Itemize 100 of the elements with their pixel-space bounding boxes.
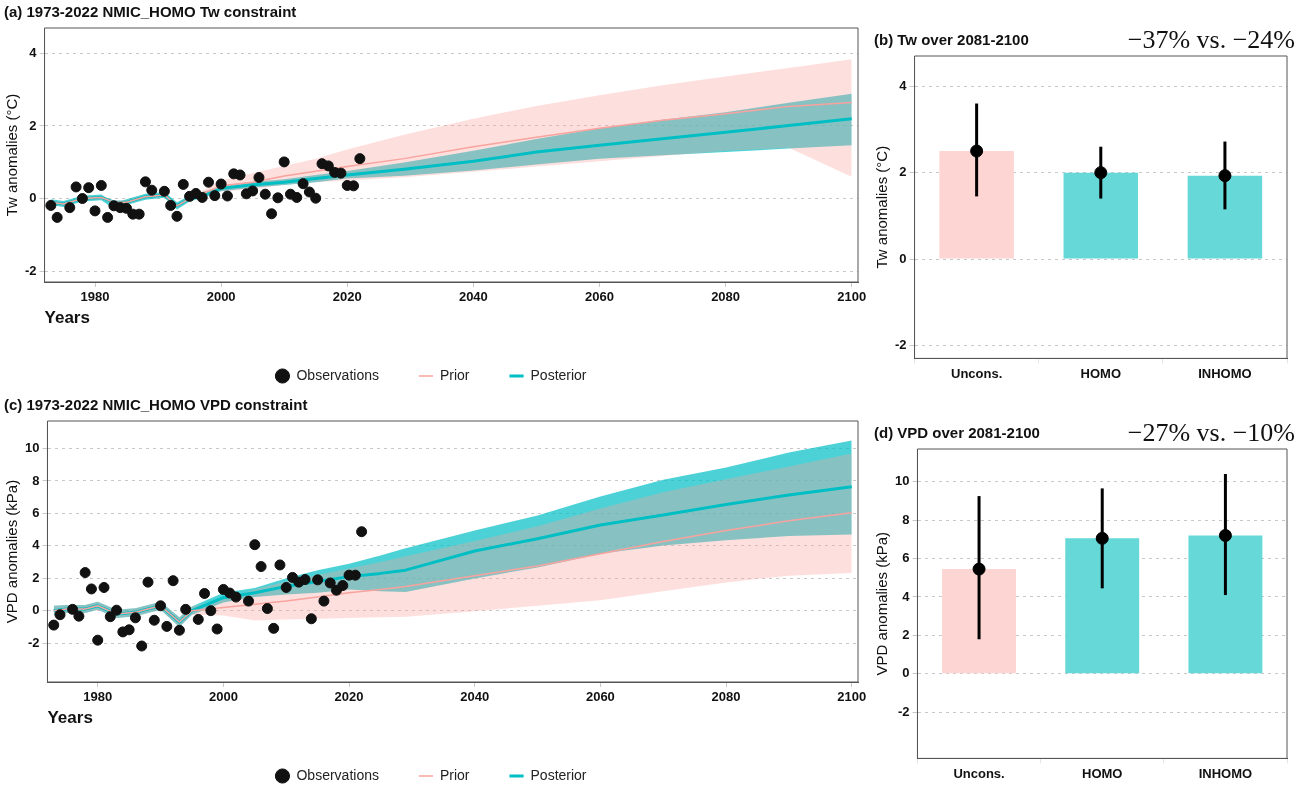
x-tick-label: Uncons. — [950, 365, 1003, 381]
point — [274, 559, 286, 571]
y-tick-label: 4 — [29, 44, 38, 60]
point — [89, 205, 101, 217]
point — [173, 624, 185, 636]
y-tick-label: 4 — [32, 537, 41, 553]
point — [221, 190, 233, 202]
legend-label: Observations — [296, 366, 379, 383]
x-tick-label: 2000 — [206, 289, 236, 305]
point — [259, 188, 271, 200]
x-axis-title: Years — [44, 308, 90, 328]
point — [83, 182, 95, 194]
legend-label: Prior — [439, 766, 470, 783]
x-tick-label: 2080 — [711, 689, 741, 705]
y-axis-title: Tw anomalies (°C) — [873, 145, 891, 269]
point — [299, 574, 311, 586]
point — [85, 583, 97, 595]
y-tick-label: 2 — [29, 117, 37, 133]
bar — [942, 569, 1016, 674]
point — [196, 191, 208, 203]
x-tick-label: 2040 — [460, 689, 490, 705]
point — [215, 178, 227, 190]
text: −37% vs. −24% — [1127, 24, 1295, 54]
point — [111, 604, 123, 616]
point — [1094, 166, 1108, 180]
point — [67, 603, 79, 615]
x-tick-label: 2040 — [458, 289, 488, 305]
y-tick-label: 6 — [902, 550, 910, 566]
point — [203, 176, 215, 188]
x-tick-label: HOMO — [1080, 365, 1122, 381]
y-tick-label: 0 — [29, 190, 37, 206]
legend-label: Observations — [296, 766, 379, 783]
x-tick-label: 2080 — [711, 289, 741, 305]
point — [205, 605, 217, 617]
point — [146, 184, 158, 196]
point — [337, 580, 349, 592]
bar — [1188, 535, 1263, 674]
point — [148, 614, 160, 626]
legend-label: Posterior — [530, 366, 587, 383]
point — [209, 190, 221, 202]
point — [348, 180, 360, 192]
point — [255, 561, 267, 573]
point — [64, 202, 76, 214]
point — [76, 193, 88, 205]
point — [167, 575, 179, 587]
point — [247, 185, 259, 197]
y-tick-label: 0 — [899, 250, 907, 266]
point — [123, 624, 135, 636]
point — [972, 562, 986, 576]
point — [278, 156, 290, 168]
chart-title: (a) 1973-2022 NMIC_HOMO Tw constraint — [4, 3, 297, 21]
y-tick-label: 6 — [32, 504, 40, 520]
y-tick-label: 0 — [32, 602, 40, 618]
y-tick-label: -2 — [27, 634, 40, 650]
x-tick-label: 2020 — [332, 289, 362, 305]
point — [165, 199, 177, 211]
point — [266, 208, 278, 220]
x-tick-label: INHOMO — [1198, 765, 1253, 781]
x-axis-title: Years — [47, 708, 93, 728]
x-tick-label: 1980 — [80, 289, 110, 305]
x-tick-label: 1980 — [83, 689, 113, 705]
point — [1218, 528, 1232, 542]
y-tick-label: 4 — [899, 77, 908, 93]
point — [129, 612, 141, 624]
point — [272, 192, 284, 204]
point — [73, 610, 85, 622]
point — [291, 191, 303, 203]
point — [171, 210, 183, 222]
bar — [1065, 538, 1140, 674]
y-tick-label: 10 — [24, 440, 40, 456]
chart-title: (b) Tw over 2081-2100 — [874, 31, 1029, 49]
y-tick-label: 2 — [902, 626, 910, 642]
point — [48, 619, 60, 631]
point — [1218, 169, 1232, 183]
point — [322, 160, 334, 172]
y-tick-label: 8 — [902, 511, 910, 527]
point — [51, 211, 63, 223]
x-tick-label: HOMO — [1082, 765, 1123, 781]
point — [192, 613, 204, 625]
point — [142, 576, 154, 588]
x-tick-label: 2000 — [208, 689, 238, 705]
point — [155, 600, 167, 612]
point — [180, 603, 192, 615]
point — [354, 153, 366, 165]
y-tick-label: 0 — [902, 665, 910, 681]
y-tick-label: 8 — [32, 472, 40, 488]
x-tick-label: INHOMO — [1198, 365, 1252, 381]
point — [199, 587, 211, 599]
y-tick-label: -2 — [897, 703, 910, 719]
point — [318, 595, 330, 607]
x-tick-label: 2060 — [585, 289, 614, 305]
chart-title: (c) 1973-2022 NMIC_HOMO VPD constraint — [4, 396, 308, 414]
point — [280, 581, 292, 593]
y-tick-label: 10 — [894, 473, 910, 489]
point — [45, 199, 57, 211]
y-axis-title: VPD anomalies (kPa) — [873, 532, 891, 676]
point — [268, 622, 280, 634]
legend-label: Prior — [439, 366, 470, 383]
point — [104, 611, 116, 623]
x-tick-label: 2020 — [334, 689, 364, 705]
